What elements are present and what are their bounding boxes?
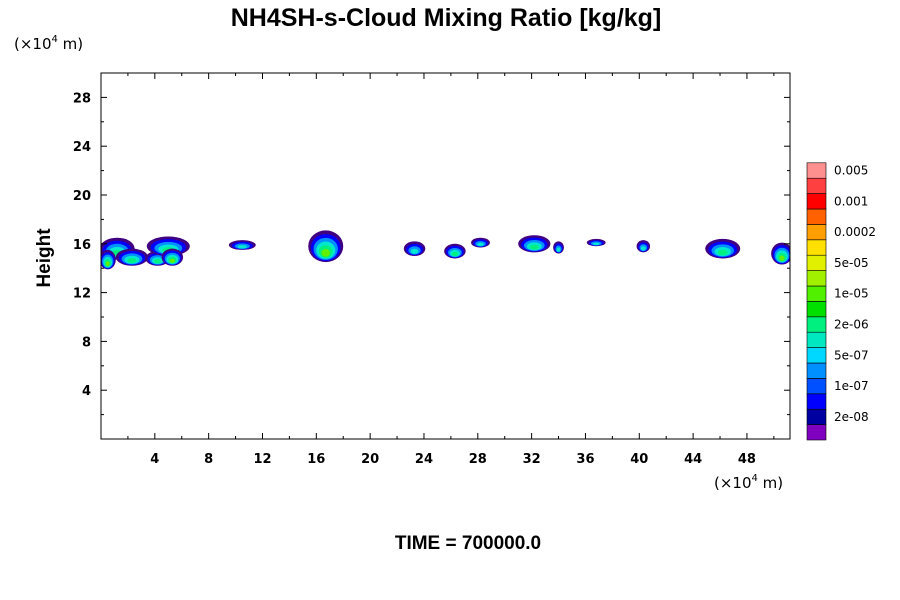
cloud-blob — [308, 230, 344, 263]
cloud-blob — [228, 240, 256, 250]
colorbar-label: 5e-07 — [834, 348, 869, 362]
x-tick-label: 20 — [361, 452, 379, 467]
cloud-layer — [169, 258, 175, 263]
colorbar-label: 5e-05 — [834, 256, 869, 270]
colorbar-label: 0.0002 — [834, 225, 876, 239]
cloud-blob — [705, 238, 741, 259]
colorbar-label: 2e-06 — [834, 318, 869, 332]
cloud-blob — [101, 249, 116, 270]
cloud-layer — [477, 242, 484, 247]
x-tick-label: 8 — [204, 452, 213, 467]
x-tick-label: 24 — [415, 452, 433, 467]
colorbar-swatch — [806, 224, 827, 241]
x-tick-label: 4 — [150, 452, 159, 467]
cloud-blob — [636, 240, 651, 253]
colorbar-swatch — [806, 408, 827, 425]
cloud-blob — [403, 241, 426, 256]
cloud-blob — [444, 243, 466, 259]
cloud-layer — [451, 251, 458, 257]
cloud-blob — [553, 241, 564, 254]
x-tick-label: 12 — [253, 452, 271, 467]
colorbar-swatch — [806, 162, 827, 179]
y-tick-label: 28 — [73, 91, 91, 106]
cloud-layer — [410, 248, 419, 254]
colorbar-label: 0.001 — [834, 194, 868, 208]
colorbar: 2e-08 1e-07 5e-07 2e-06 1e-05 5e-05 0.0002 0.00… — [806, 162, 876, 441]
colorbar-swatch — [806, 301, 827, 318]
colorbar-swatch — [806, 208, 827, 225]
cloud-blob — [115, 248, 149, 266]
cloud-blob — [471, 237, 490, 248]
cloud-layer — [640, 246, 646, 251]
y-tick-label: 20 — [73, 189, 91, 204]
colorbar-swatch — [806, 177, 827, 194]
plot-frame — [100, 72, 791, 440]
x-tick-label: 32 — [523, 452, 541, 467]
x-tick-label: 44 — [684, 452, 702, 467]
cloud-layer — [127, 258, 137, 264]
x-axis: 4 8 12 16 20 24 28 32 36 40 44 48 — [127, 73, 775, 467]
colorbar-label: 0.005 — [834, 164, 868, 178]
cloud-layer — [779, 255, 785, 261]
y-axis-unit: (×104 m) — [14, 34, 83, 53]
cloud-layer — [592, 242, 600, 246]
cloud-blob — [518, 235, 551, 253]
colorbar-label: 1e-07 — [834, 379, 869, 393]
cloud-layer — [237, 245, 247, 249]
y-axis: 4 8 12 16 20 24 28 — [73, 91, 790, 416]
cloud-layer — [717, 249, 728, 256]
colorbar-swatch — [806, 193, 827, 210]
colorbar-label: 2e-08 — [834, 410, 869, 424]
colorbar-swatch — [806, 378, 827, 395]
cloud-layer — [556, 247, 561, 252]
colorbar-label: 1e-05 — [834, 287, 869, 301]
y-tick-label: 24 — [73, 140, 91, 155]
colorbar-swatch — [806, 347, 827, 364]
cloud-blob — [771, 242, 790, 265]
colorbar-swatch — [806, 254, 827, 271]
cloud-layer — [529, 244, 539, 250]
x-tick-label: 40 — [630, 452, 648, 467]
colorbar-swatch — [806, 316, 827, 333]
colorbar-swatch — [806, 424, 827, 441]
y-tick-label: 4 — [82, 384, 91, 399]
chart-title: NH4SH-s-Cloud Mixing Ratio [kg/kg] — [231, 4, 662, 32]
colorbar-swatch — [806, 270, 827, 287]
x-tick-label: 48 — [738, 452, 756, 467]
y-tick-label: 16 — [73, 238, 91, 253]
colorbar-swatch — [806, 285, 827, 302]
cloud-layer — [105, 261, 110, 267]
colorbar-swatch — [806, 362, 827, 379]
colorbar-swatch — [806, 239, 827, 256]
colorbar-swatch — [806, 331, 827, 348]
x-tick-label: 28 — [469, 452, 487, 467]
x-axis-unit: (×104 m) — [714, 473, 783, 492]
cloud-blob — [586, 238, 606, 247]
y-tick-label: 8 — [82, 335, 91, 350]
y-axis-label: Height — [34, 228, 55, 288]
x-tick-label: 36 — [576, 452, 594, 467]
cloud-blob — [161, 248, 184, 266]
x-tick-label: 16 — [307, 452, 325, 467]
colorbar-swatch — [806, 393, 827, 410]
cloud-field — [101, 230, 790, 270]
cloud-layer — [321, 249, 330, 257]
cloud-layer — [154, 259, 161, 264]
y-tick-label: 12 — [73, 287, 91, 302]
time-label: TIME = 700000.0 — [395, 533, 541, 554]
